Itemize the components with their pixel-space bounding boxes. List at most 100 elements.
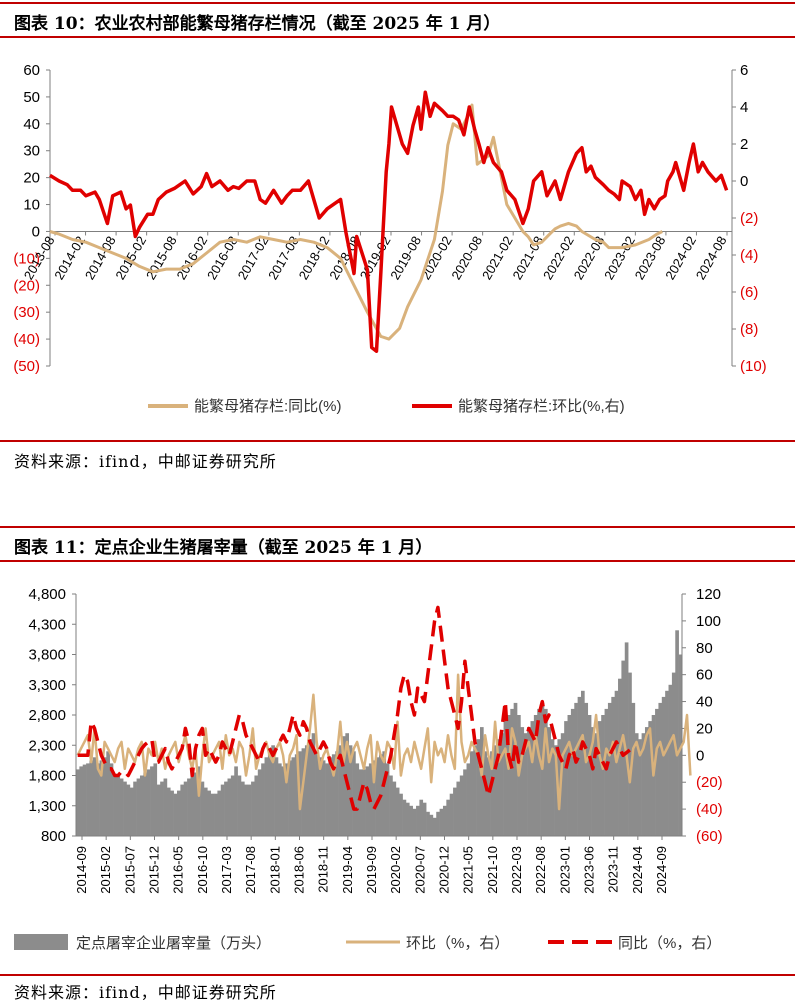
chart2-x-tick-label: 2016-10 xyxy=(195,846,210,894)
chart2-bar xyxy=(510,708,514,836)
figure1-source: 资料来源：ifind，中邮证券研究所 xyxy=(14,452,277,471)
chart2-bar xyxy=(426,811,430,836)
chart2-bar xyxy=(193,772,198,836)
chart2-right-tick-label: 20 xyxy=(696,720,713,737)
chart2-bar xyxy=(274,757,279,836)
chart2-right-tick-label: (60) xyxy=(696,828,723,845)
chart2-bar xyxy=(294,754,299,836)
chart2-bar xyxy=(365,766,370,836)
chart1-svg: 6050403020100(10)(20)(30)(40)(50)6420(2)… xyxy=(13,62,766,415)
chart2-right-tick-label: 120 xyxy=(696,586,721,603)
chart2-bar xyxy=(601,715,605,836)
chart2-bar xyxy=(133,781,137,836)
chart2-bar xyxy=(500,733,504,836)
chart2-x-tick-label: 2018-01 xyxy=(267,846,282,894)
chart1-series-yoy-line xyxy=(49,103,663,341)
figure2-title-bar: 图表 11：定点企业生猪屠宰量（截至 2025 年 1 月） xyxy=(0,526,795,562)
chart2-bar xyxy=(136,778,141,836)
chart2-x-tick-label: 2018-06 xyxy=(292,846,307,894)
chart2-bar xyxy=(203,787,208,836)
chart2-legend: 定点屠宰企业屠宰量（万头） 环比（%，右） 同比（%，右） xyxy=(14,934,721,952)
chart2-bar xyxy=(422,802,427,836)
chart2-bar xyxy=(496,739,501,836)
chart2-bar xyxy=(533,715,538,836)
chart2-bar xyxy=(550,739,555,836)
chart2-bar xyxy=(466,763,471,836)
chart2-bar xyxy=(506,715,511,836)
chart1-left-tick-label: 20 xyxy=(23,170,40,187)
chart2-svg: 4,800 4,300 3,800 3,300 2,800 2,300 1,800 1,300… xyxy=(14,586,723,952)
chart2-bar xyxy=(170,790,174,836)
chart2-left-tick-label: 800 xyxy=(41,828,66,845)
chart2-bar xyxy=(358,769,363,836)
chart1-right-tick-label: 2 xyxy=(740,136,748,153)
chart2-bar xyxy=(621,660,626,836)
chart1-right-tick-label: 4 xyxy=(740,99,748,116)
chart2-bar xyxy=(648,721,652,836)
chart2-x-tick-label: 2024-04 xyxy=(630,846,645,894)
chart2-bar xyxy=(486,757,491,836)
chart2-bar xyxy=(480,727,484,836)
chart2-bar xyxy=(574,702,578,836)
chart2-x-tick-label: 2018-11 xyxy=(316,846,331,893)
chart2-bar xyxy=(459,775,464,836)
chart2-bar xyxy=(335,751,339,836)
chart2-bar xyxy=(76,769,80,836)
chart2-bar xyxy=(284,763,289,836)
chart2-bar xyxy=(315,751,319,836)
chart2-bar xyxy=(180,784,185,836)
chart2-legend-label-volume: 定点屠宰企业屠宰量（万头） xyxy=(76,934,271,952)
chart2-bar xyxy=(200,781,205,836)
chart2-bar xyxy=(634,733,639,836)
chart2-bar xyxy=(547,727,551,836)
chart2-bar xyxy=(567,715,572,836)
chart2-x-tick-label: 2014-09 xyxy=(74,846,89,894)
chart2-bar xyxy=(240,781,245,836)
chart2-bar xyxy=(644,727,649,836)
chart2-bar xyxy=(432,817,437,836)
chart2-bar xyxy=(99,760,104,836)
chart2-bar xyxy=(665,690,669,836)
chart2-bar xyxy=(116,775,121,836)
chart2-right-tick-label: 60 xyxy=(696,667,713,684)
chart2-bar xyxy=(671,672,676,836)
chart2-bar xyxy=(150,766,154,836)
chart2-right-tick-label: 80 xyxy=(696,640,713,657)
chart2-bar xyxy=(177,790,181,836)
chart2-x-tick-label: 2024-09 xyxy=(654,846,669,894)
chart1-series xyxy=(49,90,729,353)
chart2-bar xyxy=(469,751,474,836)
chart2-bar xyxy=(341,736,346,836)
chart2-bar xyxy=(348,745,353,837)
chart2-bar xyxy=(618,678,622,836)
chart2-x-tick-label: 2021-10 xyxy=(485,846,500,894)
chart1-legend-label-mom: 能繁母猪存栏:环比(%,右) xyxy=(458,398,625,415)
chart2-bar xyxy=(382,751,387,836)
chart2-bar xyxy=(584,702,589,836)
chart1-left-tick-label: (50) xyxy=(13,358,40,375)
chart2-right-tick-label: 40 xyxy=(696,694,713,711)
chart2-bar xyxy=(436,811,440,836)
chart2-bar xyxy=(463,769,467,836)
chart2-bar xyxy=(244,784,248,836)
chart1-left-tick-label: 60 xyxy=(23,62,40,79)
chart2-x-tick-label: 2015-12 xyxy=(147,846,162,894)
chart2-bar xyxy=(554,745,558,837)
chart2-bar xyxy=(82,764,87,836)
chart2-x-tick-label: 2023-06 xyxy=(582,846,597,894)
chart2-bar xyxy=(399,793,403,836)
chart2-bar xyxy=(668,684,673,837)
chart2-bar xyxy=(217,790,222,836)
chart2-bar xyxy=(190,775,195,836)
chart2-x-tick-label: 2020-12 xyxy=(437,846,452,894)
chart1-left-tick-label: 50 xyxy=(23,89,40,106)
figure2-source: 资料来源：ifind，中邮证券研究所 xyxy=(14,983,277,1002)
chart2-bar xyxy=(227,778,232,836)
chart2-bar xyxy=(416,805,420,837)
chart2-bar xyxy=(113,775,117,836)
chart2-bar xyxy=(183,781,188,836)
chart2-x-tick-label: 2020-07 xyxy=(412,846,427,894)
chart2-bar xyxy=(527,727,531,836)
chart2-left-tick-label: 3,300 xyxy=(28,677,66,694)
chart2-bar xyxy=(513,702,518,836)
